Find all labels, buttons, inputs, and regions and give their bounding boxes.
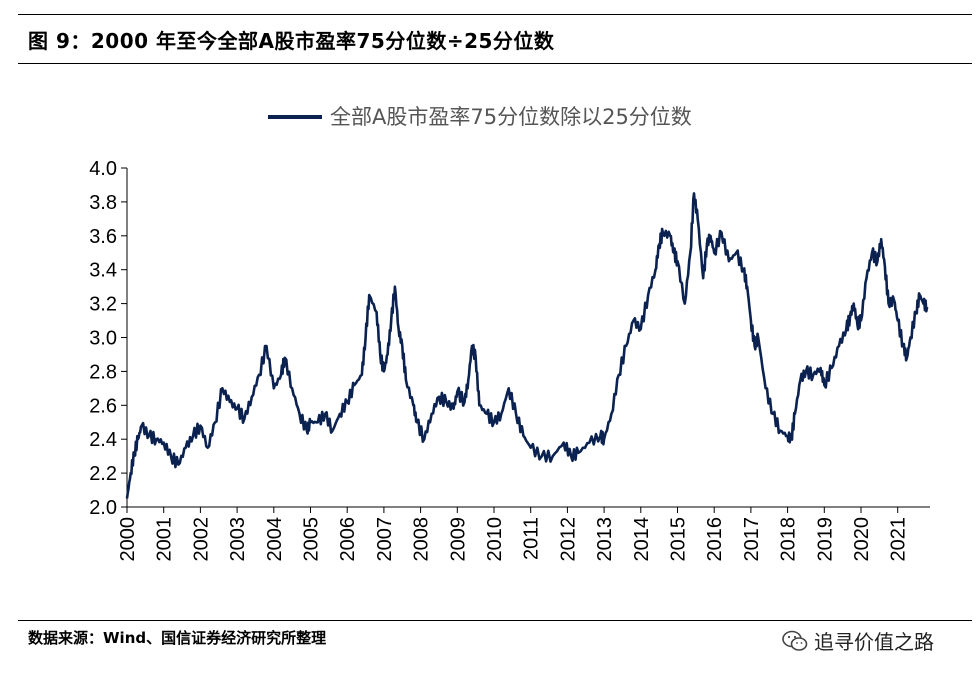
x-tick-label: 2008 (411, 517, 433, 562)
chart-legend: 全部A股市盈率75分位数除以25分位数 (268, 105, 692, 129)
y-tick-label: 3.8 (89, 192, 117, 214)
line-chart: 2.0 2.2 2.4 2.6 2.8 3.0 3.2 3.4 3.6 3.8 4.0 2000 200… (89, 105, 930, 562)
data-source: 数据来源：Wind、国信证券经济研究所整理 (28, 629, 327, 647)
legend-label: 全部A股市盈率75分位数除以25分位数 (330, 105, 692, 129)
watermark-text: 追寻价值之路 (814, 630, 934, 654)
x-tick-label: 2004 (264, 517, 286, 562)
y-tick-label: 2.8 (89, 361, 117, 383)
chart-ticks: 2.0 2.2 2.4 2.6 2.8 3.0 3.2 3.4 3.6 3.8 4.0 2000 200… (89, 158, 910, 562)
x-tick-label: 2021 (888, 517, 910, 562)
x-tick-label: 2015 (668, 517, 690, 562)
watermark: 追寻价值之路 (782, 626, 934, 655)
y-tick-label: 3.6 (89, 226, 117, 248)
footer-divider (18, 620, 972, 621)
wechat-icon (782, 630, 808, 651)
x-tick-label: 2013 (594, 517, 616, 562)
x-tick-label: 2006 (337, 517, 359, 562)
figure-title: 图 9：2000 年至今全部A股市盈率75分位数÷25分位数 (28, 28, 555, 53)
chart-series (125, 192, 929, 499)
series-line (125, 192, 929, 499)
x-tick-label: 2019 (814, 517, 836, 562)
x-tick-label: 2007 (374, 517, 396, 562)
x-tick-label: 2017 (741, 517, 763, 562)
figure-title-bar: 图 9：2000 年至今全部A股市盈率75分位数÷25分位数 (18, 14, 972, 64)
x-tick-label: 2010 (484, 517, 506, 562)
y-tick-label: 2.4 (89, 429, 117, 451)
x-tick-label: 2003 (227, 517, 249, 562)
y-tick-label: 3.0 (89, 328, 117, 350)
x-tick-label: 2002 (190, 517, 212, 562)
x-tick-label: 2009 (447, 517, 469, 562)
y-tick-label: 2.0 (89, 497, 117, 519)
y-tick-label: 2.6 (89, 395, 117, 417)
x-tick-label: 2018 (778, 517, 800, 562)
x-tick-label: 2001 (154, 517, 176, 562)
y-tick-label: 3.4 (89, 260, 117, 282)
x-tick-label: 2000 (117, 517, 139, 562)
y-tick-label: 4.0 (89, 158, 117, 180)
x-tick-label: 2011 (521, 517, 543, 560)
x-tick-label: 2005 (301, 517, 323, 562)
y-tick-label: 3.2 (89, 294, 117, 316)
x-tick-label: 2016 (704, 517, 726, 562)
x-tick-label: 2014 (631, 517, 653, 562)
y-tick-label: 2.2 (89, 463, 117, 485)
chart-axes (126, 168, 930, 508)
x-tick-label: 2020 (851, 517, 873, 562)
x-tick-label: 2012 (557, 517, 579, 562)
